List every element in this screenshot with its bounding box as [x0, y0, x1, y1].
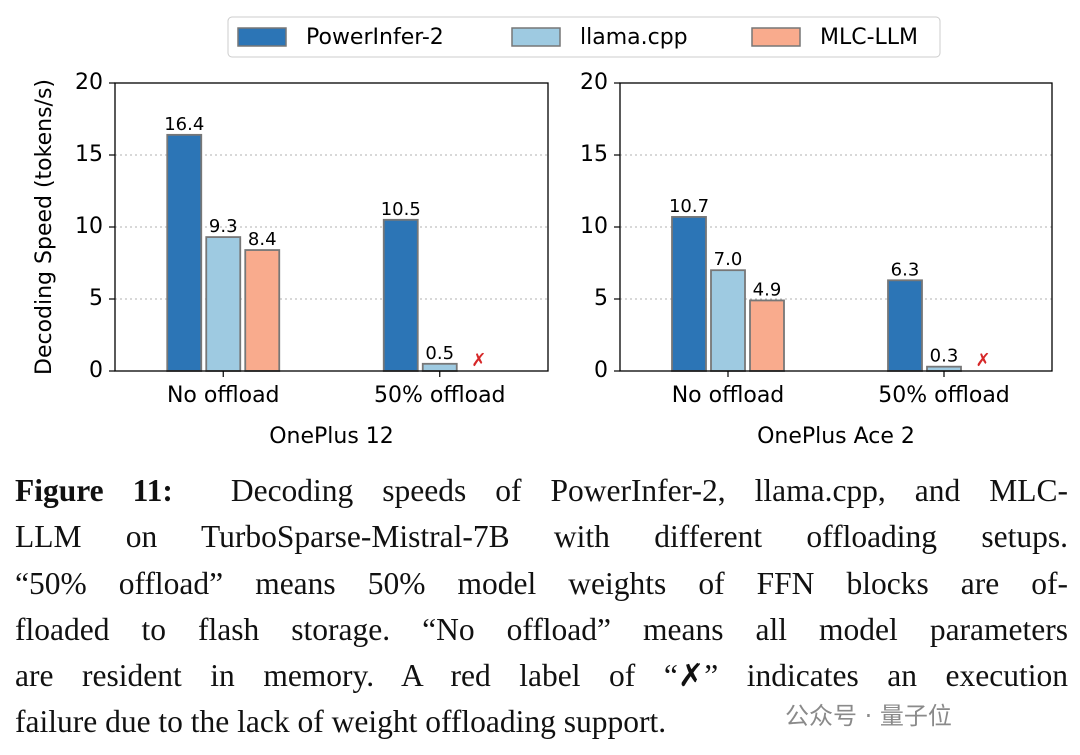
y-tick-label: 10	[580, 214, 608, 239]
y-tick-label: 10	[75, 214, 103, 239]
y-tick-label: 20	[580, 70, 608, 95]
x-tick-label: 50% offload	[878, 383, 1010, 408]
chart: PowerInfer-2 llama.cpp MLC-LLM 0 5 10 15 20 16.4…	[32, 16, 1053, 449]
legend-swatch	[511, 27, 561, 47]
caption-line: “50% offload” means 50% model weights of…	[15, 561, 1068, 607]
legend-swatch	[751, 27, 801, 47]
failure-label: ✗	[975, 350, 990, 371]
bar	[421, 362, 458, 372]
y-tick-label: 0	[89, 358, 103, 383]
caption-line: LLM on TurboSparse-Mistral-7B with diffe…	[15, 514, 1068, 560]
value-label: 10.5	[381, 199, 421, 220]
x-axis-label: OnePlus 12	[269, 424, 394, 449]
value-label: 9.3	[209, 216, 238, 237]
legend-swatch	[237, 27, 287, 47]
x-tick-label: No offload	[167, 383, 280, 408]
bar	[749, 299, 785, 372]
caption-label: Figure 11:	[15, 473, 173, 508]
caption-text: LLM on TurboSparse-Mistral-7B with diffe…	[15, 519, 1068, 555]
x-tick-label: No offload	[672, 383, 785, 408]
bar	[382, 218, 419, 372]
caption-line: Figure 11: Decoding speeds of PowerInfer…	[15, 468, 1068, 514]
y-tick-label: 20	[75, 70, 103, 95]
caption-line: floaded to flash storage. “No offload” m…	[15, 607, 1068, 653]
legend-label: llama.cpp	[580, 25, 688, 50]
y-tick-label: 15	[75, 142, 103, 167]
value-label: 7.0	[714, 249, 743, 270]
failure-label: ✗	[471, 350, 486, 371]
value-label: 0.3	[930, 346, 959, 367]
caption-text: are resident in memory. A red label of “…	[15, 658, 1068, 694]
value-label: 8.4	[248, 229, 277, 250]
bar	[887, 279, 923, 372]
caption: Figure 11: Decoding speeds of PowerInfer…	[15, 468, 1068, 746]
caption-text: floaded to flash storage. “No offload” m…	[15, 611, 1068, 647]
caption-text: failure due to the lack of weight offloa…	[15, 704, 667, 740]
axes-frame	[114, 82, 549, 372]
caption-line: are resident in memory. A red label of “…	[15, 653, 1068, 699]
bar	[166, 133, 203, 372]
bar	[244, 249, 281, 372]
bar	[710, 269, 746, 372]
legend-label: MLC-LLM	[820, 25, 918, 50]
caption-text: “50% offload” means 50% model weights of…	[15, 565, 1068, 601]
value-label: 0.5	[425, 343, 454, 364]
x-tick-label: 50% offload	[374, 383, 506, 408]
y-axis-label: Decoding Speed (tokens/s)	[32, 79, 57, 375]
caption-text: Decoding speeds of PowerInfer-2, llama.c…	[230, 473, 1068, 508]
y-tick-label: 0	[594, 358, 608, 383]
value-label: 4.9	[753, 279, 782, 300]
legend-box	[227, 16, 941, 58]
caption-line: failure due to the lack of weight offloa…	[15, 699, 1068, 745]
y-tick-label: 5	[89, 286, 103, 311]
x-axis-label: OnePlus Ace 2	[757, 424, 915, 449]
y-tick-label: 5	[594, 286, 608, 311]
y-tick-label: 15	[580, 142, 608, 167]
bar	[671, 216, 707, 372]
value-label: 16.4	[164, 114, 204, 135]
axes-frame	[619, 82, 1053, 372]
value-label: 10.7	[669, 196, 709, 217]
value-label: 6.3	[891, 259, 920, 280]
bar	[205, 236, 242, 372]
legend-label: PowerInfer-2	[306, 25, 444, 50]
watermark: 公众号 · 量子位	[785, 702, 952, 730]
